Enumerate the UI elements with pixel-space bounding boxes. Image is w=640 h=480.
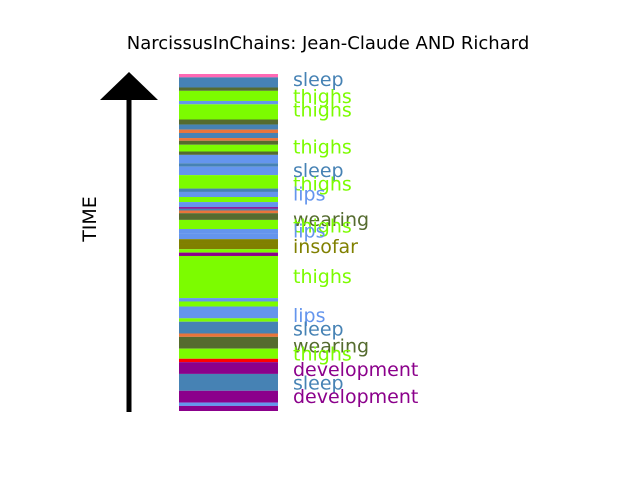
- timeline-band-21: [179, 202, 278, 208]
- timeline-band-32: [179, 252, 278, 256]
- timeline-band-35: [179, 301, 278, 307]
- band-label-development: development: [293, 386, 418, 408]
- timeline-band-11: [179, 140, 278, 145]
- timeline-band-20: [179, 197, 278, 203]
- timeline-band-25: [179, 213, 278, 220]
- band-label-thighs: thighs: [293, 86, 352, 108]
- timeline-band-3: [179, 90, 278, 101]
- timeline-bands: [179, 74, 278, 411]
- timeline-band-1: [179, 77, 278, 88]
- timeline-band-19: [179, 191, 278, 198]
- timeline-band-43: [179, 362, 278, 374]
- timeline-band-44: [179, 373, 278, 391]
- band-label-thighs: thighs: [293, 266, 352, 288]
- band-label-thighs: thighs: [293, 344, 352, 366]
- band-label-lips: lips: [293, 305, 326, 327]
- timeline-band-30: [179, 243, 278, 250]
- timeline-band-38: [179, 321, 278, 334]
- timeline-band-37: [179, 318, 278, 322]
- timeline-band-36: [179, 306, 278, 319]
- band-label-sleep: sleep: [293, 160, 344, 182]
- timeline-band-17: [179, 175, 278, 189]
- band-label-development: development: [293, 359, 418, 381]
- time-arrow-head: [100, 72, 158, 100]
- timeline-band-24: [179, 210, 278, 214]
- timeline-band-9: [179, 132, 278, 139]
- timeline-band-47: [179, 405, 278, 411]
- timeline-band-18: [179, 188, 278, 192]
- timeline-band-39: [179, 333, 278, 337]
- timeline-band-2: [179, 87, 278, 91]
- timeline-band-27: [179, 229, 278, 234]
- timeline-band-41: [179, 348, 278, 359]
- timeline-band-22: [179, 207, 278, 209]
- timeline-band-0: [179, 74, 278, 78]
- timeline-band-45: [179, 390, 278, 403]
- timeline-band-15: [179, 163, 278, 167]
- timeline-band-42: [179, 358, 278, 363]
- time-arrow: [100, 72, 158, 412]
- timeline-band-23: [179, 208, 278, 211]
- band-label-sleep: sleep: [293, 372, 344, 394]
- timeline-band-13: [179, 151, 278, 155]
- timeline-band-5: [179, 104, 278, 120]
- band-label-insofar: insofar: [293, 236, 358, 258]
- timeline-band-40: [179, 336, 278, 349]
- timeline-band-33: [179, 255, 278, 299]
- y-axis-label: TIME: [79, 196, 101, 243]
- timeline-labels: sleepthighsthighsthighssleepthighslipswe…: [293, 69, 418, 408]
- timeline-band-8: [179, 129, 278, 133]
- band-label-wearing: wearing: [293, 335, 369, 357]
- timeline-band-28: [179, 233, 278, 240]
- timeline-band-31: [179, 249, 278, 253]
- timeline-band-7: [179, 124, 278, 130]
- band-label-thighs: thighs: [293, 216, 352, 238]
- band-label-lips: lips: [293, 184, 326, 206]
- timeline-band-10: [179, 138, 278, 141]
- band-label-sleep: sleep: [293, 69, 344, 91]
- timeline-band-29: [179, 239, 278, 244]
- band-label-thighs: thighs: [293, 99, 352, 121]
- timeline-band-14: [179, 154, 278, 164]
- band-label-wearing: wearing: [293, 209, 369, 231]
- timeline-band-34: [179, 298, 278, 302]
- timeline-band-12: [179, 144, 278, 152]
- band-label-thighs: thighs: [293, 174, 352, 196]
- band-label-lips: lips: [293, 221, 326, 243]
- timeline-band-26: [179, 219, 278, 230]
- band-label-sleep: sleep: [293, 318, 344, 340]
- band-label-thighs: thighs: [293, 136, 352, 158]
- timeline-band-6: [179, 119, 278, 125]
- timeline-band-4: [179, 100, 278, 105]
- timeline-band-16: [179, 166, 278, 176]
- chart-title: NarcissusInChains: Jean-Claude AND Richa…: [127, 33, 530, 54]
- timeline-band-46: [179, 402, 278, 406]
